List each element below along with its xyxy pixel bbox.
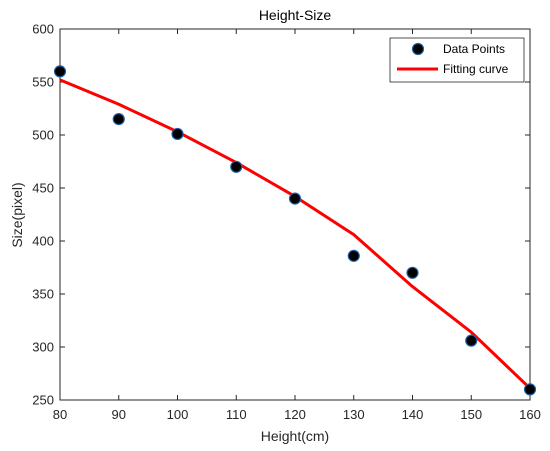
data-point xyxy=(465,334,478,347)
y-tick-label: 600 xyxy=(32,22,54,37)
x-tick-label: 110 xyxy=(226,407,247,422)
data-points-layer xyxy=(53,65,537,396)
x-tick-label: 160 xyxy=(519,407,541,422)
y-axis-label: Size(pixel) xyxy=(9,182,25,247)
legend-label-data-points: Data Points xyxy=(443,42,505,56)
data-point xyxy=(171,127,184,141)
legend: Data Points Fitting curve xyxy=(389,37,525,83)
chart-title: Height-Size xyxy=(259,7,332,23)
y-tick-label: 350 xyxy=(32,287,54,302)
x-tick-label: 80 xyxy=(53,407,67,422)
data-point xyxy=(112,112,125,126)
x-tick-label: 130 xyxy=(343,407,365,422)
y-tick-label: 550 xyxy=(32,75,54,90)
y-tick-label: 400 xyxy=(32,234,54,249)
data-point xyxy=(53,65,67,78)
y-tick-label: 300 xyxy=(32,340,54,355)
data-point xyxy=(230,160,243,173)
x-tick-label: 90 xyxy=(112,407,126,422)
y-tick-label: 250 xyxy=(32,393,54,408)
legend-box xyxy=(389,37,525,83)
data-point xyxy=(347,249,360,262)
x-axis: 80 90 100 110 120 130 140 150 160 xyxy=(53,29,541,422)
data-point xyxy=(523,383,537,396)
x-tick-label: 120 xyxy=(284,407,306,422)
data-point xyxy=(406,266,419,279)
y-tick-label: 450 xyxy=(32,181,54,196)
y-tick-label: 500 xyxy=(32,128,54,143)
plot-area xyxy=(59,28,531,401)
legend-marker-data-points xyxy=(411,42,425,56)
x-tick-label: 140 xyxy=(402,407,424,422)
x-axis-label: Height(cm) xyxy=(261,428,329,444)
y-axis: 250 300 350 400 450 500 550 600 xyxy=(32,22,530,408)
x-tick-label: 150 xyxy=(460,407,482,422)
legend-label-fitting-curve: Fitting curve xyxy=(443,62,509,76)
data-point xyxy=(288,192,302,205)
x-tick-label: 100 xyxy=(167,407,189,422)
